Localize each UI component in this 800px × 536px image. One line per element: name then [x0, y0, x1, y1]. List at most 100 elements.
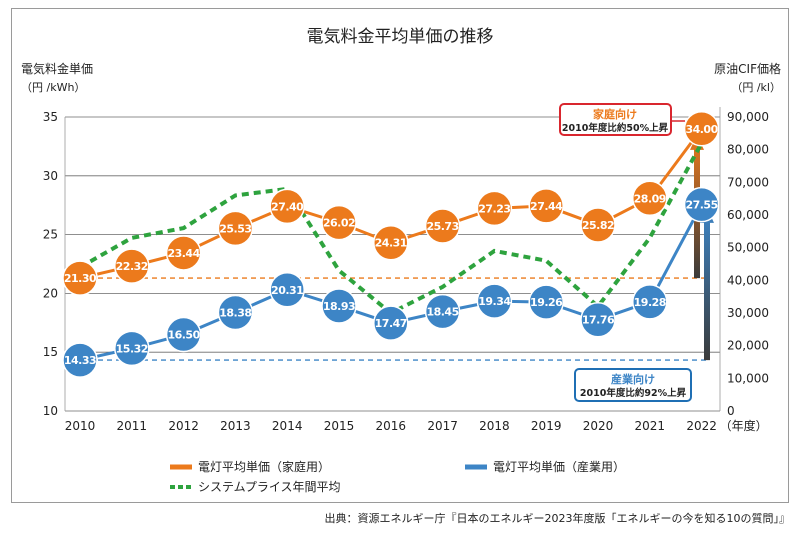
- data-label: 25.73: [426, 220, 458, 233]
- data-point: [632, 284, 668, 320]
- y-right-tick-label: 0: [727, 404, 735, 418]
- increase-arrow-industry: [700, 207, 714, 361]
- x-tick-label: 2011: [117, 419, 148, 433]
- x-tick-label: 2020: [583, 419, 614, 433]
- x-tick-label: 2018: [479, 419, 510, 433]
- data-label: 19.28: [634, 296, 666, 309]
- y-left-tick-label: 15: [43, 345, 58, 359]
- data-point: [217, 294, 254, 331]
- data-point: [165, 316, 202, 353]
- data-label: 20.31: [271, 284, 303, 297]
- y-right-axis-unit: （円 /kl）: [731, 81, 781, 94]
- y-left-tick-label: 35: [43, 110, 58, 124]
- data-point: [683, 186, 720, 223]
- data-point: [321, 288, 357, 324]
- y-right-axis-title: 原油CIF価格: [714, 61, 781, 76]
- data-point: [683, 111, 720, 147]
- data-point: [373, 305, 409, 341]
- x-axis-unit: （年度）: [720, 418, 768, 433]
- data-point: [114, 248, 150, 284]
- data-point: [165, 235, 202, 271]
- data-point: [62, 260, 98, 296]
- data-point: [114, 330, 150, 367]
- data-label: 27.23: [478, 202, 510, 215]
- data-label: 18.45: [426, 306, 458, 319]
- y-right-tick-label: 90,000: [727, 110, 769, 124]
- y-left-axis-unit: （円 /kWh）: [21, 81, 85, 94]
- annotation-box-household: [559, 103, 672, 136]
- y-left-tick-label: 30: [43, 169, 58, 183]
- data-point: [528, 284, 564, 320]
- annotation-box-industry: [574, 368, 692, 402]
- legend-label: 電灯平均単価（家庭用）: [198, 459, 330, 474]
- data-point: [424, 208, 461, 244]
- data-label: 23.44: [167, 247, 200, 260]
- y-right-tick-label: 40,000: [727, 273, 769, 287]
- data-label: 26.02: [323, 217, 355, 230]
- x-tick-label: 2010: [65, 419, 96, 433]
- data-label: 27.55: [685, 199, 717, 212]
- data-label: 25.82: [582, 219, 614, 232]
- x-tick-label: 2014: [272, 419, 303, 433]
- annotation-text: 2010年度比約92%上昇: [580, 387, 687, 399]
- data-label: 19.34: [478, 295, 511, 308]
- y-left-tick-label: 10: [43, 404, 58, 418]
- data-label: 18.93: [323, 300, 355, 313]
- data-point: [580, 301, 616, 338]
- annotation-title: 家庭向け: [593, 107, 637, 121]
- y-left-tick-label: 25: [43, 228, 58, 242]
- data-label: 28.09: [634, 192, 666, 205]
- source-note: 出典：資源エネルギー庁『日本のエネルギー2023年度版「エネルギーの今を知る10…: [324, 512, 791, 525]
- data-label: 16.50: [167, 329, 200, 342]
- x-tick-label: 2021: [635, 419, 666, 433]
- data-point: [217, 210, 254, 247]
- data-point: [476, 190, 513, 227]
- x-tick-label: 2015: [324, 419, 355, 433]
- data-point: [269, 188, 305, 225]
- legend-label: システムプライス年間平均: [198, 480, 341, 494]
- x-tick-label: 2016: [376, 419, 407, 433]
- data-label: 17.76: [582, 314, 615, 327]
- data-label: 24.31: [375, 237, 407, 250]
- x-tick-label: 2017: [427, 419, 458, 433]
- data-point: [321, 204, 357, 241]
- chart-title: 電気料金平均単価の推移: [307, 27, 494, 47]
- data-point: [62, 342, 98, 378]
- y-left-axis-title: 電気料金単価: [21, 61, 93, 76]
- data-label: 25.53: [219, 222, 251, 235]
- data-label: 17.47: [375, 317, 407, 330]
- data-label: 22.32: [116, 260, 148, 273]
- data-label: 19.26: [530, 296, 563, 309]
- data-point: [580, 207, 616, 243]
- data-point: [269, 272, 305, 308]
- annotation-title: 産業向け: [611, 372, 655, 386]
- x-tick-label: 2013: [220, 419, 251, 433]
- y-right-tick-label: 20,000: [727, 339, 769, 353]
- annotation-text: 2010年度比約50%上昇: [562, 122, 669, 134]
- data-label: 18.38: [219, 306, 251, 319]
- x-tick-label: 2022: [686, 419, 717, 433]
- data-label: 14.33: [64, 354, 96, 367]
- data-label: 27.44: [530, 200, 563, 213]
- chart-border: [11, 8, 789, 503]
- y-right-tick-label: 80,000: [727, 143, 769, 157]
- data-point: [528, 188, 564, 224]
- x-tick-label: 2019: [531, 419, 562, 433]
- data-point: [476, 283, 513, 319]
- x-tick-label: 2012: [168, 419, 199, 433]
- data-label: 27.40: [271, 200, 304, 213]
- y-right-tick-label: 60,000: [727, 208, 769, 222]
- y-right-tick-label: 10,000: [727, 371, 769, 385]
- y-right-tick-label: 30,000: [727, 306, 769, 320]
- legend-label: 電灯平均単価（産業用）: [493, 459, 625, 474]
- data-label: 34.00: [685, 123, 718, 136]
- y-right-tick-label: 70,000: [727, 175, 769, 189]
- data-label: 21.30: [64, 272, 97, 285]
- data-label: 15.32: [116, 342, 148, 355]
- y-right-tick-label: 50,000: [727, 241, 769, 255]
- data-point: [373, 224, 409, 261]
- data-point: [632, 180, 668, 217]
- data-point: [424, 293, 461, 330]
